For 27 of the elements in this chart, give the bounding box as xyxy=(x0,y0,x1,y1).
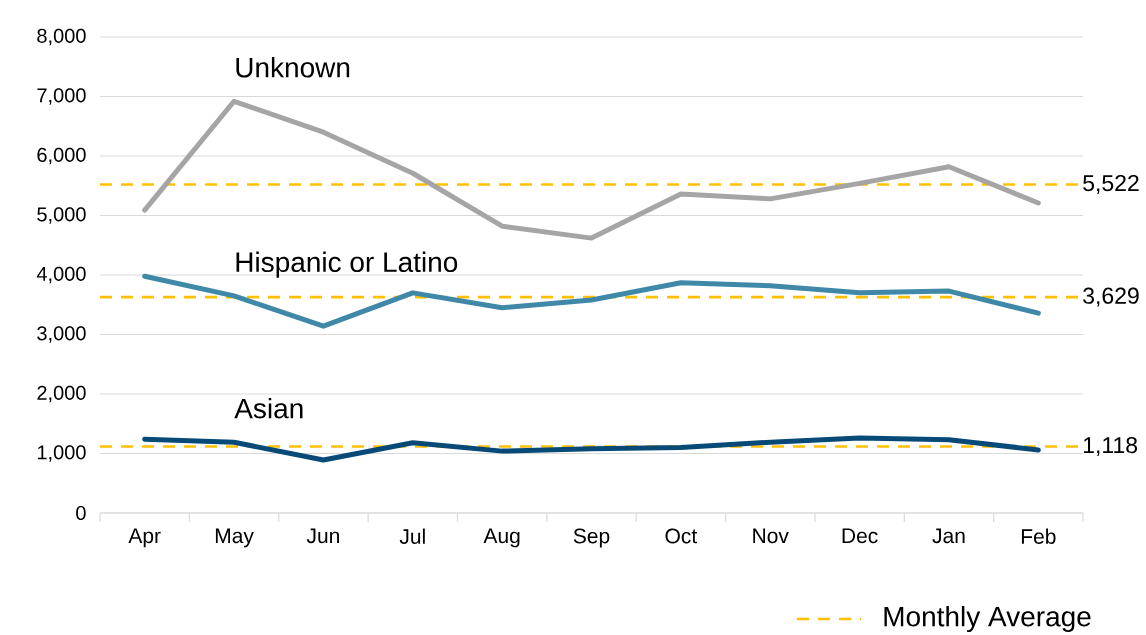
x-tick-label: May xyxy=(215,528,254,548)
x-tick-label: Sep xyxy=(573,528,610,548)
ref-line-label: 3,629 xyxy=(1083,287,1139,307)
x-tick-label: Dec xyxy=(842,528,878,544)
x-tick-label: Feb xyxy=(1021,528,1056,544)
y-tick-label: 7,000 xyxy=(37,88,86,105)
y-tick-label: 6,000 xyxy=(37,147,86,165)
y-tick-label: 1,000 xyxy=(37,445,86,462)
x-tick-label: Jul xyxy=(399,528,425,544)
x-tick-label: Apr xyxy=(128,528,161,548)
x-tick-label: Jun xyxy=(306,528,339,544)
x-tick-label: Aug xyxy=(483,528,520,548)
series-label: Unknown xyxy=(236,56,350,78)
x-tick-label: Nov xyxy=(753,528,789,544)
series-label: Hispanic or Latino xyxy=(236,251,458,278)
y-tick-label: 3,000 xyxy=(37,326,86,343)
ref-line-label: 1,118 xyxy=(1083,436,1138,456)
y-tick-label: 2,000 xyxy=(37,385,86,403)
y-tick-label: 5,000 xyxy=(37,207,86,224)
x-tick-label: Jan xyxy=(932,528,965,544)
text: Monthly Average xyxy=(884,605,1091,633)
series-label: Asian xyxy=(234,397,303,419)
x-tick-label: Oct xyxy=(665,528,698,544)
y-tick-label: 0 xyxy=(76,505,86,521)
ref-line-label: 5,522 xyxy=(1083,174,1139,194)
y-tick-label: 8,000 xyxy=(37,28,86,46)
y-tick-label: 4,000 xyxy=(36,266,86,284)
